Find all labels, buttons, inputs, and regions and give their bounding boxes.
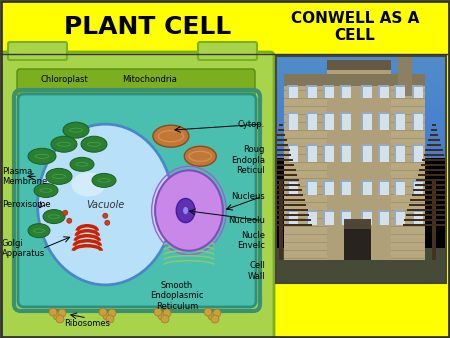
Ellipse shape xyxy=(176,198,195,223)
Circle shape xyxy=(213,309,221,317)
Ellipse shape xyxy=(70,157,94,171)
Text: Mitochondria: Mitochondria xyxy=(122,75,177,84)
Circle shape xyxy=(161,315,169,323)
Ellipse shape xyxy=(34,184,58,197)
Ellipse shape xyxy=(46,168,72,185)
Text: Smooth
Endoplasmic
Reticulum: Smooth Endoplasmic Reticulum xyxy=(150,281,204,311)
Ellipse shape xyxy=(37,124,173,285)
Text: Cytop.: Cytop. xyxy=(238,120,265,129)
Ellipse shape xyxy=(183,207,188,214)
Ellipse shape xyxy=(63,122,89,138)
Circle shape xyxy=(108,309,116,317)
Ellipse shape xyxy=(81,136,107,152)
FancyBboxPatch shape xyxy=(18,94,256,307)
FancyBboxPatch shape xyxy=(0,52,274,338)
Text: Roug
Endopla
Reticul: Roug Endopla Reticul xyxy=(231,145,265,175)
Ellipse shape xyxy=(67,218,72,223)
Text: Peroxisome: Peroxisome xyxy=(2,200,50,209)
Text: Nucleus: Nucleus xyxy=(231,192,265,201)
Text: CONWELL AS A
CELL: CONWELL AS A CELL xyxy=(291,11,419,43)
Ellipse shape xyxy=(153,125,189,147)
Ellipse shape xyxy=(51,136,77,152)
Text: PLANT CELL: PLANT CELL xyxy=(64,15,232,39)
Text: Golgi
Apparatus: Golgi Apparatus xyxy=(2,239,45,259)
Circle shape xyxy=(49,308,57,316)
FancyBboxPatch shape xyxy=(198,42,257,60)
Text: Nucle
Envelc: Nucle Envelc xyxy=(237,231,265,250)
Circle shape xyxy=(99,308,107,316)
Circle shape xyxy=(58,309,66,317)
Circle shape xyxy=(204,308,212,316)
Text: Cell
Wall: Cell Wall xyxy=(248,261,265,281)
Ellipse shape xyxy=(105,220,110,225)
Ellipse shape xyxy=(103,213,108,218)
Circle shape xyxy=(211,315,219,323)
Circle shape xyxy=(158,312,166,320)
Ellipse shape xyxy=(28,224,50,238)
Ellipse shape xyxy=(184,146,216,166)
Text: Chloroplast: Chloroplast xyxy=(40,75,88,84)
Text: Ribosomes: Ribosomes xyxy=(64,319,110,328)
Circle shape xyxy=(56,315,64,323)
Ellipse shape xyxy=(72,172,105,196)
Circle shape xyxy=(208,312,216,320)
Text: Plasma
Membrane: Plasma Membrane xyxy=(2,167,47,186)
Ellipse shape xyxy=(28,148,56,164)
FancyBboxPatch shape xyxy=(17,69,255,97)
Circle shape xyxy=(163,309,171,317)
Circle shape xyxy=(53,312,61,320)
Circle shape xyxy=(103,312,111,320)
Ellipse shape xyxy=(63,210,68,215)
Text: Vacuole: Vacuole xyxy=(86,199,125,210)
Circle shape xyxy=(154,308,162,316)
Ellipse shape xyxy=(92,173,116,187)
Text: Nucleolu: Nucleolu xyxy=(228,216,265,225)
Ellipse shape xyxy=(43,210,65,223)
Circle shape xyxy=(106,315,114,323)
Ellipse shape xyxy=(155,170,223,251)
FancyBboxPatch shape xyxy=(8,42,67,60)
